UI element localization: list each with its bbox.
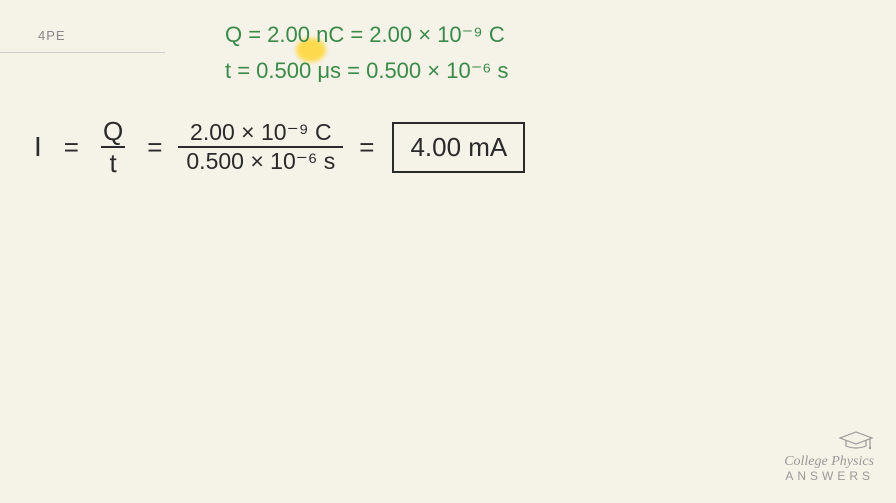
given-charge: Q = 2.00 nC = 2.00 × 10⁻⁹ C: [225, 22, 505, 48]
graduation-cap-icon: [838, 430, 874, 457]
logo-subtitle: ANSWERS: [784, 469, 874, 483]
top-divider: [0, 52, 165, 53]
problem-label: 4PE: [38, 28, 66, 43]
variable-current: I: [34, 131, 42, 163]
denominator-value: 0.500 × 10⁻⁶ s: [178, 146, 343, 173]
numerator-q: Q: [95, 118, 131, 146]
equals-3: =: [359, 132, 374, 163]
fraction-symbolic: Q t: [95, 118, 131, 176]
answer-box: 4.00 mA: [392, 122, 525, 173]
equals-1: =: [64, 132, 79, 163]
denominator-t: t: [101, 146, 124, 176]
brand-logo: College Physics ANSWERS: [784, 454, 874, 483]
numerator-value: 2.00 × 10⁻⁹ C: [182, 121, 340, 146]
equals-2: =: [147, 132, 162, 163]
fraction-numeric: 2.00 × 10⁻⁹ C 0.500 × 10⁻⁶ s: [178, 121, 343, 173]
current-equation: I = Q t = 2.00 × 10⁻⁹ C 0.500 × 10⁻⁶ s =…: [34, 118, 525, 176]
given-time: t = 0.500 μs = 0.500 × 10⁻⁶ s: [225, 58, 508, 84]
